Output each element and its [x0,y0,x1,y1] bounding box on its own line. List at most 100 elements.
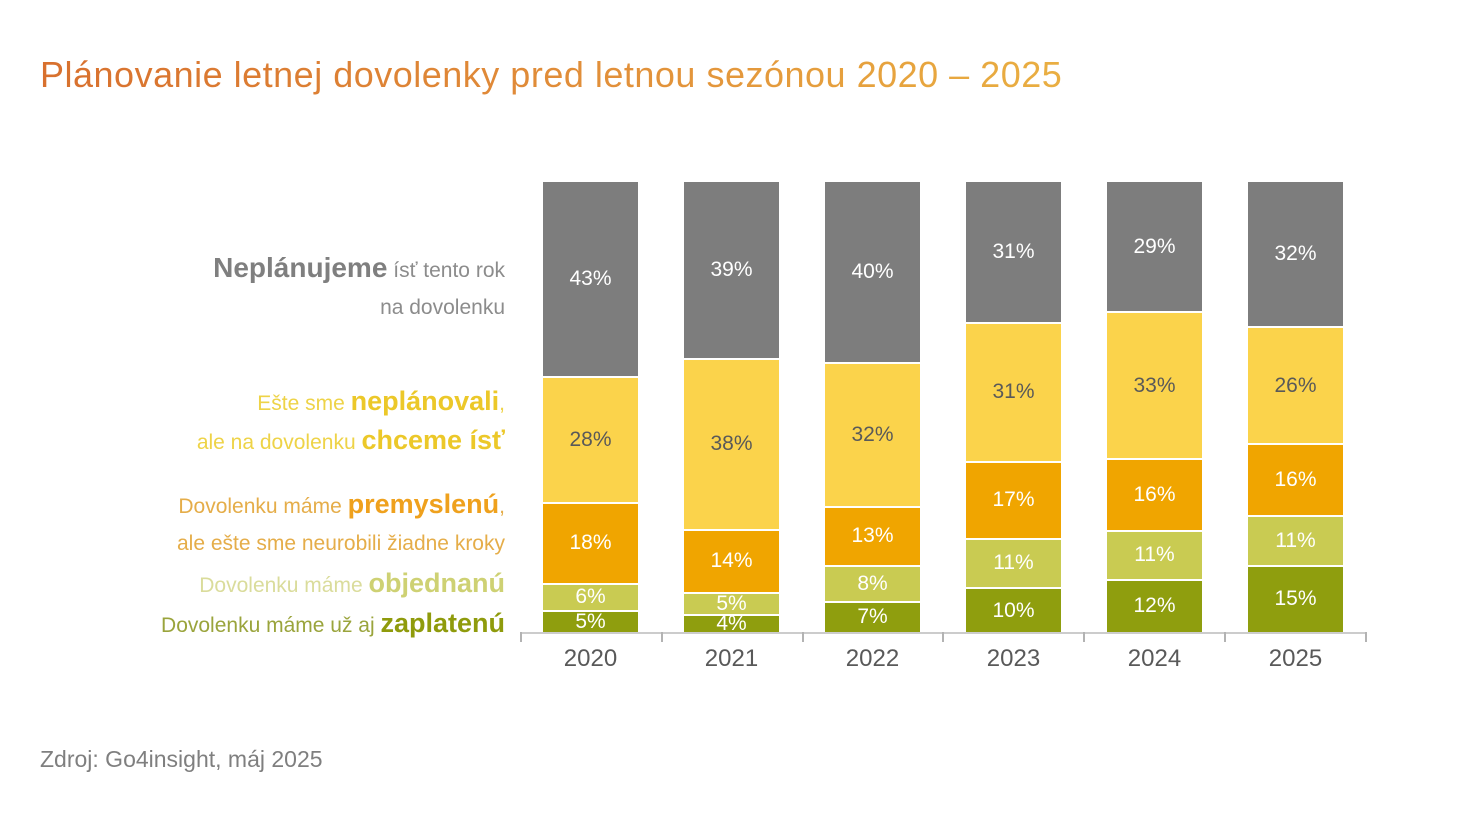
segment-value-label: 13% [851,524,894,548]
axis-tick [801,632,804,642]
chart-title: Plánovanie letnej dovolenky pred letnou … [40,54,1360,96]
segment-value-label: 38% [710,432,753,455]
segment-value-label: 14% [710,549,753,572]
segment-value-label: 31% [992,239,1035,263]
bar-segment-premyslenu: 18% [543,501,638,583]
segment-value-label: 8% [857,571,888,595]
stacked-bar-2024: 29% 33% 16% 11% 12% [1107,182,1202,632]
x-axis-label-2025: 2025 [1268,645,1323,672]
bar-segment-zaplatenu: 15% [1248,564,1343,632]
segment-value-label: 15% [1274,587,1317,611]
source-note: Zdroj: Go4insight, máj 2025 [40,746,323,772]
category-label-text: Ešte sme [257,392,351,415]
category-label-bold: premyslenú [347,489,500,519]
segment-value-label: 4% [716,612,747,635]
bar-segment-objednanu: 8% [825,564,920,601]
segment-value-label: 16% [1274,468,1317,491]
axis-tick [942,632,945,642]
segment-value-label: 12% [1133,594,1176,618]
bar-segment-objednanu: 11% [966,537,1061,587]
bar-segment-neplanujeme: 32% [1248,182,1343,326]
bar-segment-premyslenu: 13% [825,506,920,565]
category-label-text: , [499,392,505,415]
axis-tick [1224,632,1227,642]
bar-segment-neplanujeme: 40% [825,182,920,362]
stacked-bar-chart: 43% 28% 18% 6% 5% 39% 38% 14% 5% 4% 40% 32% 13% 8% 7% 3… [520,182,1366,635]
segment-value-label: 10% [992,598,1035,622]
category-label-zaplatenu: Dovolenku máme už aj zaplatenú [40,606,505,645]
bar-segment-neplanovali-chceme-ist: 32% [825,362,920,506]
x-axis-label-2024: 2024 [1127,645,1182,672]
segment-value-label: 11% [1134,543,1175,566]
bar-segment-premyslenu: 14% [684,528,779,592]
segment-value-label: 11% [1275,528,1316,552]
segment-value-label: 6% [575,585,606,608]
x-axis-labels: 2020 2021 2022 2023 2024 2025 [520,645,1366,673]
bar-segment-premyslenu: 16% [1107,458,1202,530]
segment-value-label: 5% [716,591,747,615]
segment-value-label: 5% [575,609,606,633]
segment-value-label: 17% [992,488,1035,512]
bar-segment-objednanu: 11% [1248,515,1343,565]
segment-value-label: 39% [710,257,753,281]
bar-segment-neplanovali-chceme-ist: 33% [1107,311,1202,459]
stacked-bar-2020: 43% 28% 18% 6% 5% [543,182,638,633]
stacked-bar-2025: 32% 26% 16% 11% 15% [1248,182,1343,632]
category-label-bold: chceme ísť [361,425,505,455]
segment-value-label: 18% [569,531,612,554]
bar-segment-premyslenu: 17% [966,461,1061,538]
category-labels: Neplánujeme ísť tento rok na dovolenku E… [40,0,505,700]
segment-value-label: 32% [1274,242,1317,265]
category-label-premyslenu: Dovolenku máme premyslenú, ale ešte sme … [40,487,505,561]
x-axis-label-2021: 2021 [704,645,759,672]
category-label-text: Dovolenku máme [199,574,369,597]
bar-segment-zaplatenu: 10% [966,587,1061,632]
segment-value-label: 26% [1274,373,1317,397]
segment-value-label: 28% [569,427,612,451]
axis-tick [1083,632,1086,642]
segment-value-label: 31% [992,380,1035,404]
bar-segment-zaplatenu: 5% [543,609,638,633]
category-label-text: ale ešte sme neurobili žiadne kroky [176,532,505,555]
bar-segment-neplanujeme: 39% [684,182,779,358]
stacked-bar-2021: 39% 38% 14% 5% 4% [684,182,779,635]
segment-value-label: 11% [993,551,1034,575]
segment-value-label: 32% [851,423,894,446]
axis-tick [1364,632,1367,642]
segment-value-label: 16% [1133,482,1176,506]
x-axis-label-2020: 2020 [563,645,618,672]
category-label-bold: Neplánujeme [213,252,388,283]
category-label-text: , [499,495,505,518]
segment-value-label: 29% [1133,234,1176,258]
bar-slot-2020: 43% 28% 18% 6% 5% [520,182,661,633]
bar-segment-objednanu: 5% [684,591,779,615]
bar-slot-2021: 39% 38% 14% 5% 4% [661,182,802,635]
segment-value-label: 43% [569,266,612,290]
bar-segment-neplanovali-chceme-ist: 26% [1248,326,1343,443]
category-label-neplanujeme: Neplánujeme ísť tento rok na dovolenku [40,250,505,325]
axis-tick [520,632,522,642]
category-label-objednanu: Dovolenku máme objednanú [40,566,505,605]
bar-segment-neplanovali-chceme-ist: 31% [966,321,1061,461]
stacked-bar-2022: 40% 32% 13% 8% 7% [825,182,920,632]
bar-slot-2023: 31% 31% 17% 11% 10% [943,182,1084,632]
category-label-text: na dovolenku [380,296,505,319]
category-label-neplanovali: Ešte sme neplánovali, ale na dovolenku c… [40,384,505,462]
x-axis-ticks [520,632,1367,642]
category-label-bold: zaplatenú [380,608,505,638]
axis-tick [660,632,663,642]
bar-segment-neplanujeme: 43% [543,182,638,376]
x-axis-label-2023: 2023 [986,645,1041,672]
category-label-text: ale na dovolenku [196,431,362,454]
category-label-bold: neplánovali [350,386,500,416]
segment-value-label: 7% [857,605,888,629]
category-label-bold: objednanú [368,568,506,598]
segment-value-label: 40% [851,260,894,283]
segment-value-label: 33% [1133,373,1176,397]
bar-segment-zaplatenu: 4% [684,612,779,635]
bar-segment-neplanujeme: 29% [1107,182,1202,312]
category-label-text: Dovolenku máme už aj [161,614,381,637]
bar-segment-premyslenu: 16% [1248,443,1343,515]
bar-segment-objednanu: 11% [1107,529,1202,579]
